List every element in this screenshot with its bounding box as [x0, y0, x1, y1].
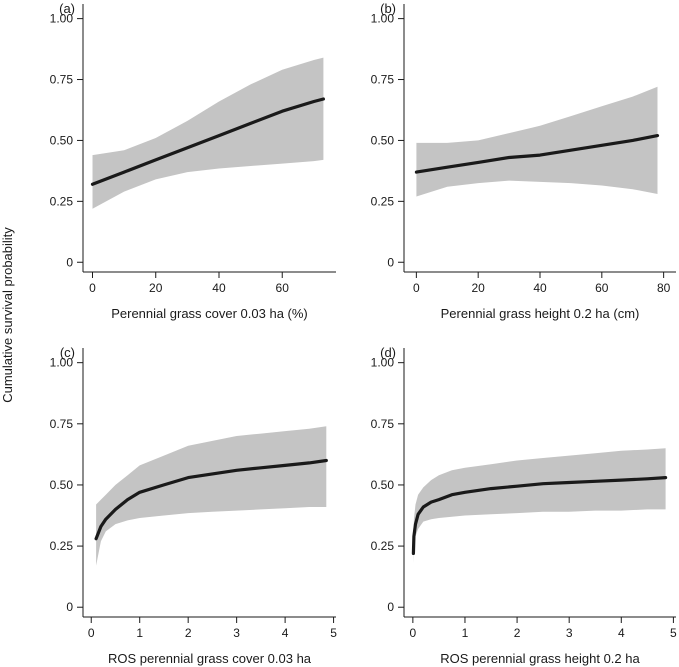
y-tick-label-c: 0.25: [50, 539, 74, 553]
x-tick-label-c: 5: [330, 626, 337, 640]
x-tick-label-d: 2: [514, 626, 521, 640]
y-tick-label-c: 1.00: [50, 356, 74, 370]
x-axis-label-d: ROS perennial grass height 0.2 ha: [440, 651, 640, 666]
panel-d: 0 0.25 0.50 0.75 1.00 0 1 2 3 4 5 ROS perennial gra…: [371, 345, 677, 666]
x-tick-label-b: 20: [472, 281, 486, 295]
y-tick-label-a: 0.25: [50, 194, 74, 208]
x-tick-label-d: 3: [566, 626, 573, 640]
y-tick-label-b: 0: [387, 255, 394, 269]
y-tick-label-c: 0: [66, 600, 73, 614]
y-tick-label-d: 0: [387, 600, 394, 614]
panel-a: 0 0.25 0.50 0.75 1.00 0 20 40 60 Perennial grass …: [50, 1, 336, 321]
y-tick-label-b: 0.75: [371, 73, 395, 87]
x-axis-label-b: Perennial grass height 0.2 ha (cm): [441, 306, 640, 321]
y-tick-label-a: 0.75: [50, 73, 74, 87]
y-tick-label-d: 0.50: [371, 478, 395, 492]
x-tick-label-c: 3: [233, 626, 240, 640]
y-tick-label-d: 1.00: [371, 356, 395, 370]
y-tick-label-c: 0.50: [50, 478, 74, 492]
y-tick-label-b: 0.50: [371, 133, 395, 147]
x-axis-label-a: Perennial grass cover 0.03 ha (%): [111, 306, 308, 321]
x-tick-label-d: 1: [462, 626, 469, 640]
confidence-band-c: [96, 426, 327, 566]
panel-label-b: (b): [380, 1, 396, 16]
x-tick-label-b: 0: [413, 281, 420, 295]
x-tick-label-a: 60: [276, 281, 290, 295]
x-tick-label-a: 40: [212, 281, 226, 295]
fitted-line-d: [411, 476, 668, 556]
x-tick-label-d: 4: [618, 626, 625, 640]
y-tick-label-b: 1.00: [371, 12, 395, 26]
x-tick-label-d: 0: [410, 626, 417, 640]
y-tick-label-a: 1.00: [50, 12, 74, 26]
y-tick-label-c: 0.75: [50, 417, 74, 431]
x-tick-label-c: 4: [282, 626, 289, 640]
y-tick-label-b: 0.25: [371, 194, 395, 208]
panel-label-c: (c): [60, 345, 75, 360]
confidence-band-a: [92, 57, 324, 209]
x-tick-label-a: 20: [149, 281, 163, 295]
x-tick-label-b: 80: [657, 281, 671, 295]
x-tick-label-a: 0: [89, 281, 96, 295]
y-tick-label-a: 0.50: [50, 133, 74, 147]
panel-label-a: (a): [59, 1, 75, 16]
fitted-line-b: [414, 134, 660, 174]
panel-b: 0 0.25 0.50 0.75 1.00 0 20 40 60 80 Perennial gras…: [371, 1, 676, 321]
x-tick-label-d: 5: [670, 626, 677, 640]
confidence-band-b: [416, 86, 658, 197]
y-axis-label: Cumulative survival probability: [0, 227, 15, 403]
panel-label-d: (d): [380, 345, 396, 360]
fitted-line-a: [90, 97, 325, 186]
x-tick-label-b: 60: [595, 281, 609, 295]
y-tick-label-a: 0: [66, 255, 73, 269]
fitted-line-c: [94, 458, 328, 541]
y-tick-label-d: 0.75: [371, 417, 395, 431]
x-tick-label-c: 1: [136, 626, 143, 640]
confidence-band-d: [413, 448, 666, 564]
x-tick-label-b: 40: [533, 281, 547, 295]
y-tick-label-d: 0.25: [371, 539, 395, 553]
panel-c: 0 0.25 0.50 0.75 1.00 0 1 2 3 4 5 ROS perennial gra…: [50, 345, 338, 666]
x-tick-label-c: 0: [88, 626, 95, 640]
x-axis-label-c: ROS perennial grass cover 0.03 ha: [108, 651, 312, 666]
x-tick-label-c: 2: [185, 626, 192, 640]
